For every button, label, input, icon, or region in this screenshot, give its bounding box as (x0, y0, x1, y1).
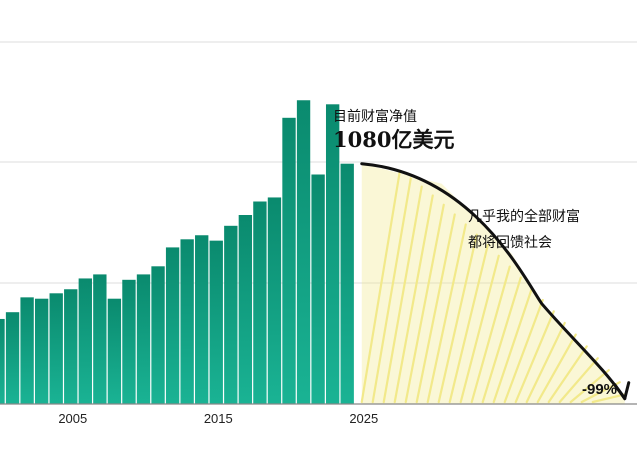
giveaway-label-line1: 几乎我的全部财富 (468, 208, 580, 225)
hatch-stroke (547, 345, 588, 404)
current-wealth-value: 1080亿美元 (333, 127, 454, 152)
current-wealth-label: 目前财富净值 (333, 108, 417, 125)
bar (282, 117, 296, 405)
bar (165, 247, 180, 404)
bar (238, 215, 253, 404)
bar (107, 298, 122, 404)
hatch-stroke (371, 177, 412, 404)
hatch-stroke (470, 265, 511, 404)
hatch-stroke (503, 298, 544, 404)
hatch-stroke (437, 233, 478, 404)
hatch-stroke (426, 223, 467, 404)
projection-line (360, 162, 627, 401)
bar (296, 100, 311, 404)
hatch-stroke (459, 254, 500, 404)
hatch-stroke (393, 194, 434, 404)
x-tick-label: 2025 (349, 411, 378, 426)
projection-group (360, 162, 631, 404)
hatch-stroke (569, 369, 610, 404)
hatch-stroke (404, 203, 445, 404)
bars-group (0, 100, 354, 405)
x-tick-label: 2005 (58, 411, 87, 426)
bar (78, 278, 92, 404)
x-axis-ticks: 2005201520252045 (58, 411, 378, 426)
bar (122, 279, 136, 404)
bar (151, 266, 165, 404)
hatch-stroke (558, 357, 599, 404)
hatch-stroke (481, 276, 522, 404)
hatch-stroke (415, 213, 456, 404)
bar (136, 274, 151, 404)
end-percentage-label: -99% (582, 381, 617, 398)
bar (34, 298, 49, 404)
bar (5, 312, 20, 404)
bar (311, 174, 325, 404)
bar (64, 289, 78, 404)
hatch-stroke (492, 287, 533, 404)
bar (20, 297, 34, 404)
projection-arrowhead (613, 381, 631, 401)
giveaway-label-line2: 都将回馈社会 (468, 235, 552, 251)
bar (195, 235, 209, 404)
bar (267, 197, 282, 404)
bar (325, 104, 340, 405)
bar (180, 239, 194, 404)
bar (49, 293, 63, 404)
bar (340, 163, 354, 404)
bar (0, 318, 5, 404)
bar (253, 201, 267, 404)
hatch-stroke (536, 333, 577, 404)
x-tick-label: 2015 (204, 411, 233, 426)
bar (209, 240, 223, 404)
hatch-stroke (591, 393, 626, 404)
bar (224, 225, 238, 404)
hatch-stroke (525, 321, 566, 404)
hatch-stroke (448, 244, 489, 404)
hatch-stroke (382, 185, 423, 404)
hatch-stroke (514, 310, 555, 404)
bar (93, 274, 107, 404)
projection-hatching (360, 170, 626, 404)
hatch-stroke (360, 170, 401, 404)
